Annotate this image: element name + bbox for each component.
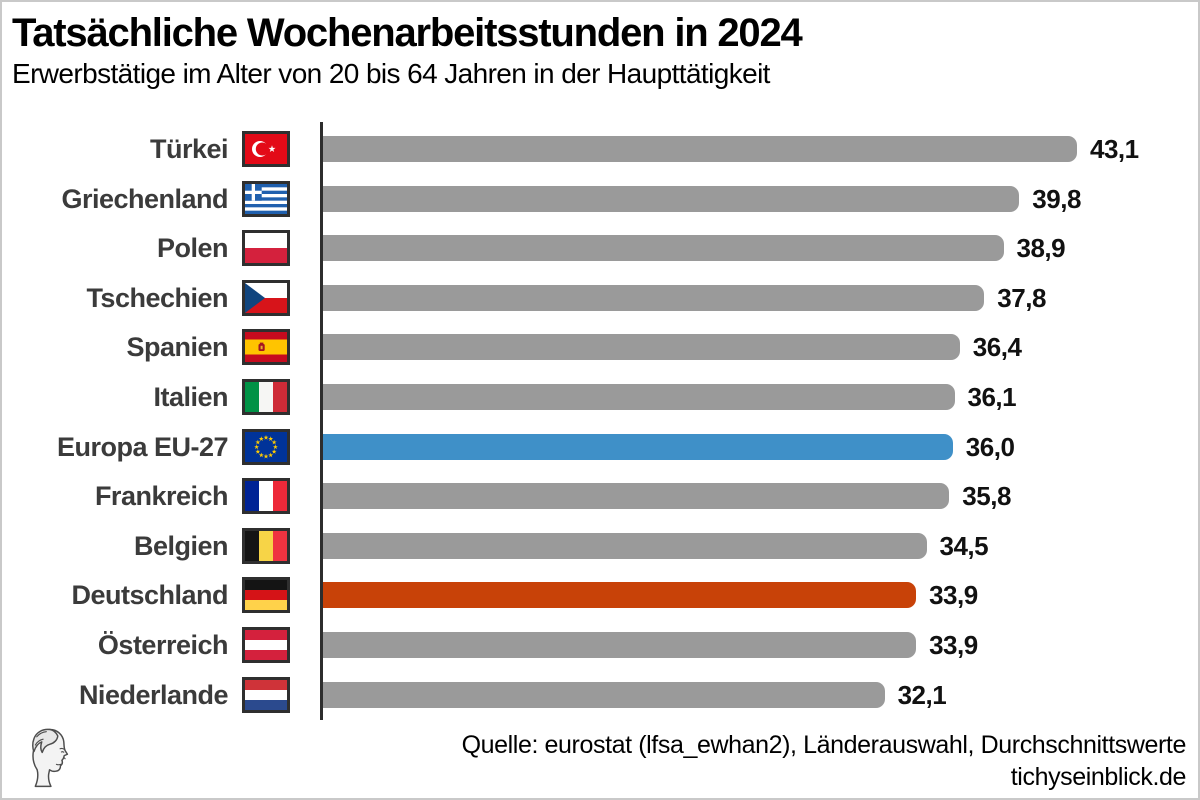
chart-row: Frankreich 35,8 — [2, 478, 1198, 515]
page-title: Tatsächliche Wochenarbeitsstunden in 202… — [12, 11, 803, 55]
chart-row: Türkei 43,1 — [2, 131, 1198, 167]
chart-row: Niederlande 32,1 — [2, 676, 1198, 713]
belgium-flag-icon — [242, 527, 290, 564]
chart-row: Deutschland 33,9 — [2, 577, 1198, 614]
chart-row: Polen 38,9 — [2, 230, 1198, 267]
header: Tatsächliche Wochenarbeitsstunden in 202… — [12, 10, 803, 91]
bar-germany — [323, 582, 917, 609]
czechia-flag-icon — [242, 279, 290, 316]
france-flag-icon — [242, 478, 290, 515]
y-axis-line — [320, 122, 323, 720]
value-label: 35,8 — [962, 481, 1011, 512]
chart-row: Italien 36,1 — [2, 379, 1198, 415]
website-text: tichyseinblick.de — [1010, 763, 1187, 791]
chart-row: Österreich 33,9 — [2, 627, 1198, 663]
bar-greece — [323, 185, 1020, 212]
greece-flag-icon — [242, 180, 290, 217]
eu-flag-icon — [242, 428, 290, 465]
bar-poland — [323, 235, 1004, 262]
bar-italy — [323, 384, 955, 410]
value-label: 36,0 — [965, 431, 1015, 462]
country-label: Italien — [153, 382, 228, 412]
country-label: Niederlande — [78, 679, 229, 710]
bar-spain — [323, 334, 960, 361]
chart-row: Belgien 34,5 — [2, 527, 1198, 564]
value-label: 32,1 — [897, 679, 947, 710]
spain-flag-icon — [242, 329, 290, 366]
page-subtitle: Erwerbstätige im Alter von 20 bis 64 Jah… — [12, 58, 770, 89]
country-label: Spanien — [126, 332, 228, 363]
netherlands-flag-icon — [242, 676, 290, 713]
value-label: 38,9 — [1016, 233, 1066, 264]
bar-belgium — [323, 532, 927, 559]
poland-flag-icon — [242, 230, 290, 267]
country-label: Österreich — [97, 630, 229, 660]
value-label: 33,9 — [929, 580, 978, 611]
chart-row: Europa EU-27 36,0 — [2, 428, 1198, 465]
bar-chart: Türkei 43,1 Griechenland 39,8 Polen 38,9 Tsc… — [2, 122, 1198, 722]
country-label: Deutschland — [71, 580, 228, 611]
value-label: 33,9 — [929, 630, 978, 660]
bar-czechia — [323, 284, 985, 311]
classical-head-logo-icon — [32, 728, 69, 788]
bar-turkey — [323, 136, 1077, 162]
country-label: Tschechien — [86, 282, 228, 313]
bar-france — [323, 483, 950, 510]
chart-row: Tschechien 37,8 — [2, 279, 1198, 316]
footer: Quelle: eurostat (lfsa_ewhan2), Länderau… — [461, 729, 1187, 793]
turkey-flag-icon — [242, 131, 290, 167]
country-label: Polen — [156, 233, 229, 264]
italy-flag-icon — [242, 379, 290, 415]
austria-flag-icon — [242, 627, 290, 663]
country-label: Europa EU-27 — [56, 431, 229, 462]
source-text: Quelle: eurostat (lfsa_ewhan2), Länderau… — [461, 731, 1187, 759]
chart-row: Griechenland 39,8 — [2, 180, 1198, 217]
value-label: 34,5 — [939, 530, 989, 561]
country-label: Belgien — [133, 530, 229, 561]
country-label: Frankreich — [94, 481, 229, 512]
germany-flag-icon — [242, 577, 290, 614]
chart-row: Spanien 36,4 — [2, 329, 1198, 366]
value-label: 36,4 — [972, 332, 1022, 363]
value-label: 39,8 — [1032, 183, 1081, 214]
country-label: Griechenland — [61, 183, 228, 214]
country-label: Türkei — [149, 134, 229, 164]
bar-austria — [323, 632, 917, 658]
bar-eu — [323, 433, 953, 460]
value-label: 36,1 — [967, 382, 1017, 412]
value-label: 43,1 — [1090, 134, 1139, 164]
bar-netherlands — [323, 681, 885, 708]
value-label: 37,8 — [997, 282, 1046, 313]
